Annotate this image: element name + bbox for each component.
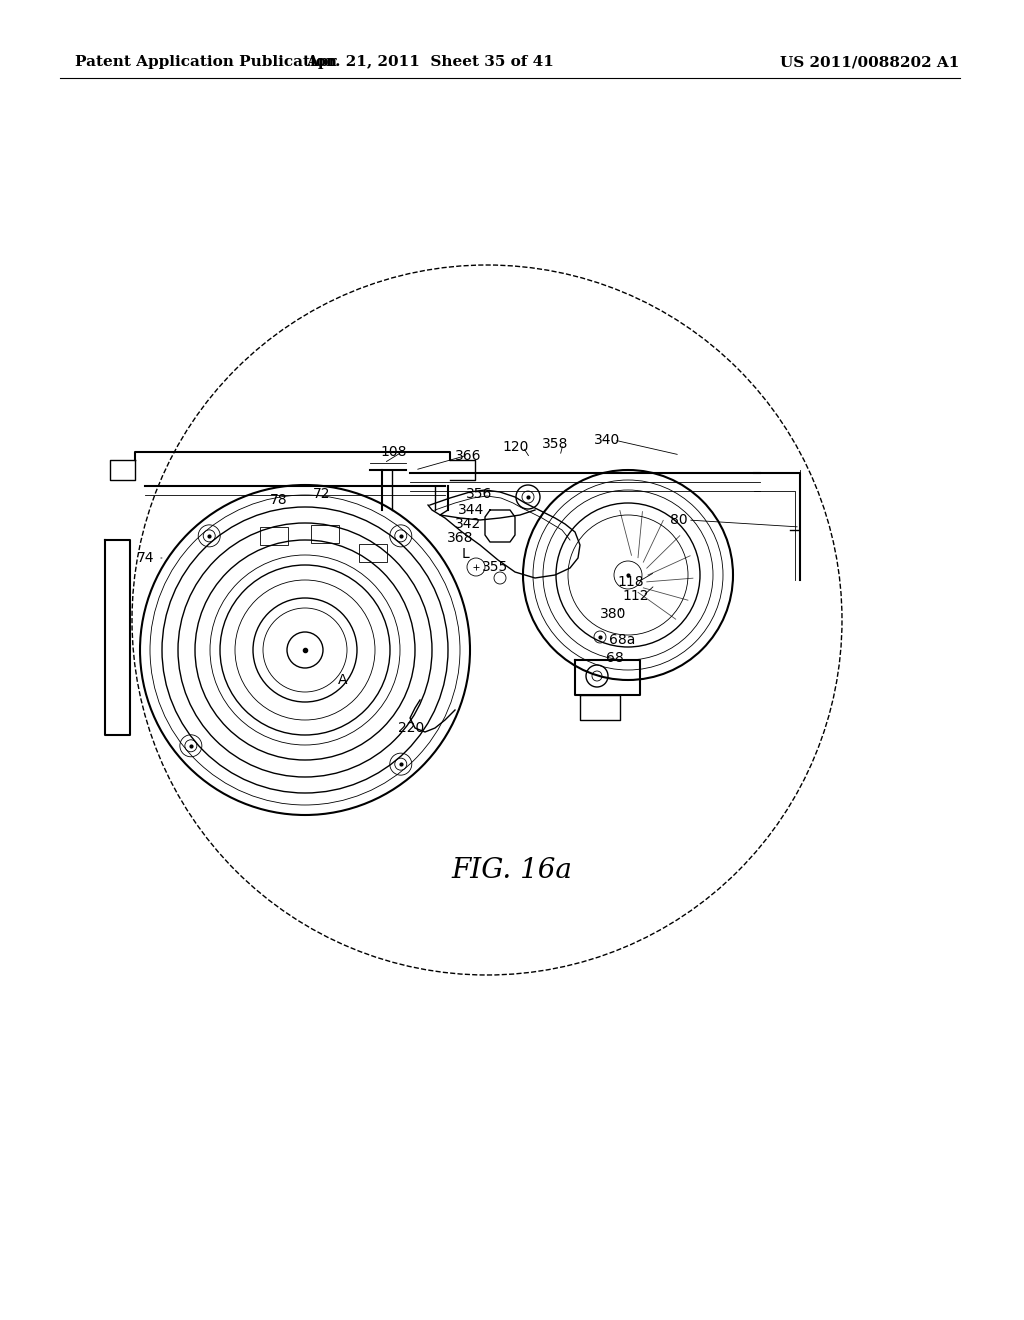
Text: 118: 118 — [617, 576, 644, 589]
Text: 355: 355 — [482, 560, 508, 574]
Text: 342: 342 — [455, 517, 481, 531]
Text: 344: 344 — [458, 503, 484, 517]
Text: 356: 356 — [466, 487, 493, 502]
Text: A: A — [338, 673, 347, 686]
Text: 368: 368 — [447, 531, 473, 545]
Text: 112: 112 — [622, 589, 648, 603]
Text: FIG. 16a: FIG. 16a — [452, 857, 572, 883]
Text: 80: 80 — [670, 513, 688, 527]
Text: Apr. 21, 2011  Sheet 35 of 41: Apr. 21, 2011 Sheet 35 of 41 — [306, 55, 554, 69]
Text: 380: 380 — [600, 607, 627, 620]
Text: 68a: 68a — [609, 634, 635, 647]
Text: Patent Application Publication: Patent Application Publication — [75, 55, 337, 69]
Text: 74: 74 — [137, 550, 155, 565]
Text: 120: 120 — [502, 440, 528, 454]
Text: 340: 340 — [594, 433, 621, 447]
Text: 72: 72 — [313, 487, 331, 502]
Text: L: L — [462, 546, 470, 561]
Text: 78: 78 — [270, 492, 288, 507]
Text: 366: 366 — [455, 449, 481, 463]
Text: 68: 68 — [606, 651, 624, 665]
Text: US 2011/0088202 A1: US 2011/0088202 A1 — [780, 55, 959, 69]
Text: 358: 358 — [542, 437, 568, 451]
Text: 108: 108 — [380, 445, 407, 459]
Text: 220: 220 — [398, 721, 424, 735]
